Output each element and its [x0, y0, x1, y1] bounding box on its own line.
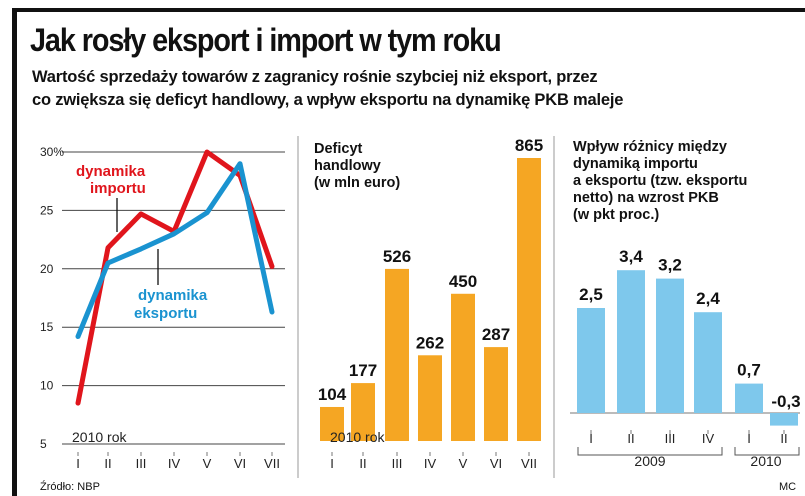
- deficit-value-label: 450: [449, 272, 477, 291]
- deficit-title-line: (w mln euro): [314, 175, 400, 191]
- deficit-value-label: 865: [515, 136, 543, 155]
- export-series-label-line-1: dynamika: [138, 287, 208, 304]
- pkb-bar: [770, 413, 798, 426]
- pkb-value-label: 2,5: [579, 285, 603, 304]
- x-tick-label: I: [330, 456, 334, 471]
- pkb-value-label: 2,4: [696, 289, 720, 308]
- x-tick-label: VII: [521, 456, 537, 471]
- deficit-bar: [385, 268, 409, 441]
- x-tick-label: II: [104, 456, 111, 471]
- source-note: Źródło: NBP: [40, 481, 100, 493]
- x-tick-label: II: [359, 456, 366, 471]
- deficit-value-label: 262: [416, 333, 444, 352]
- pkb-title-line: (w pkt proc.): [573, 207, 659, 223]
- y-tick-label: 10: [40, 379, 54, 393]
- author-credit: MC: [779, 481, 797, 493]
- x-tick-label: III: [665, 431, 676, 446]
- x-tick-label: I: [747, 431, 751, 446]
- pkb-bar: [735, 383, 763, 413]
- import-series-label-line-2: importu: [90, 180, 146, 197]
- x-tick-label: I: [589, 431, 593, 446]
- export-series-label-line-2: eksportu: [134, 305, 197, 322]
- group-label-2009: 2009: [634, 453, 665, 469]
- pkb-value-label: -0,3: [771, 392, 800, 411]
- pkb-bar: [577, 308, 605, 413]
- deficit-bar: [517, 158, 541, 441]
- import-series-label-line-1: dynamika: [76, 163, 146, 180]
- x-tick-label: V: [203, 456, 212, 471]
- pkb-title-line: dynamiką importu: [573, 156, 698, 172]
- page-title: Jak rosły eksport i import w tym roku: [30, 22, 502, 58]
- pkb-title-line: netto) na wzrost PKB: [573, 190, 719, 206]
- y-tick-label: 15: [40, 320, 54, 334]
- deficit-value-label: 177: [349, 361, 377, 380]
- x-tick-label: VII: [264, 456, 280, 471]
- group-bracket-2009: [577, 447, 723, 456]
- deficit-value-label: 104: [318, 385, 347, 404]
- y-tick-label: 20: [40, 262, 54, 276]
- deficit-bar: [320, 406, 344, 441]
- deficit-bar: [451, 293, 475, 441]
- y-tick-label: 25: [40, 203, 54, 217]
- x-tick-label: V: [459, 456, 468, 471]
- x-tick-label: VI: [234, 456, 246, 471]
- pkb-bar: [617, 270, 645, 413]
- x-tick-label: I: [76, 456, 80, 471]
- subtitle-line-2: co zwiększa się deficyt handlowy, a wpły…: [32, 91, 624, 109]
- pkb-value-label: 0,7: [737, 361, 761, 380]
- x-tick-label: IV: [168, 456, 181, 471]
- x-tick-label: II: [627, 431, 634, 446]
- x-tick-label: VI: [490, 456, 502, 471]
- y-tick-label: 30%: [40, 145, 64, 159]
- y-tick-label: 5: [40, 437, 47, 451]
- group-label-2010: 2010: [750, 453, 781, 469]
- deficit-title-line: handlowy: [314, 158, 381, 174]
- year-label: 2010 rok: [330, 429, 385, 445]
- deficit-bar: [418, 355, 442, 441]
- group-bracket-2010: [734, 447, 800, 456]
- export-line: [75, 161, 275, 339]
- frame-top-rule: [12, 8, 805, 12]
- pkb-value-label: 3,4: [619, 247, 643, 266]
- deficit-title-line: Deficyt: [314, 141, 363, 157]
- deficit-bar: [484, 347, 508, 441]
- deficit-value-label: 526: [383, 247, 411, 266]
- x-tick-label: II: [780, 431, 787, 446]
- pkb-title-line: a eksportu (tzw. eksportu: [573, 173, 747, 189]
- deficit-bar: [351, 383, 375, 441]
- pkb-bar: [656, 278, 684, 413]
- subtitle-line-1: Wartość sprzedaży towarów z zagranicy ro…: [32, 68, 598, 86]
- pkb-bar: [694, 312, 722, 413]
- x-tick-label: III: [392, 456, 403, 471]
- frame-left-rule: [12, 8, 17, 496]
- x-tick-label: IV: [702, 431, 715, 446]
- year-label: 2010 rok: [72, 429, 127, 445]
- deficit-value-label: 287: [482, 325, 510, 344]
- x-tick-label: III: [136, 456, 147, 471]
- pkb-title-line: Wpływ różnicy między: [573, 139, 727, 155]
- x-tick-label: IV: [424, 456, 437, 471]
- pkb-value-label: 3,2: [658, 256, 682, 275]
